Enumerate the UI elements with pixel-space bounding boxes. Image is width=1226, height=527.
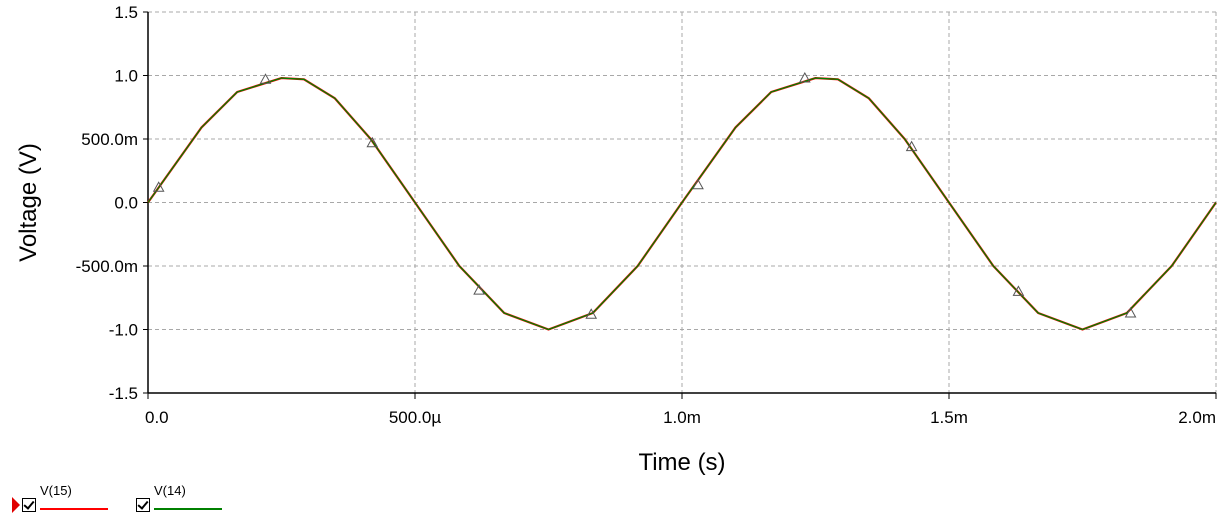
x-axis-label: Time (s) — [638, 449, 725, 476]
data-point-marker — [366, 136, 379, 148]
data-point-marker — [905, 140, 918, 152]
legend-label: V(15) — [40, 483, 72, 498]
data-point-marker — [585, 308, 598, 319]
legend-label: V(14) — [154, 483, 186, 498]
series-line-v14 — [147, 77, 1217, 331]
y-tick-label: -1.0 — [109, 321, 138, 340]
legend: V(15) V(14) — [12, 484, 222, 524]
x-tick-label: 0.0 — [145, 408, 169, 427]
y-tick-label: 500.0m — [81, 130, 138, 149]
y-tick-label: -1.5 — [109, 384, 138, 403]
x-tick-label: 1.5m — [930, 408, 968, 427]
data-point-marker — [798, 72, 811, 83]
y-tick-label: 0.0 — [114, 194, 138, 213]
data-point-marker — [259, 73, 272, 84]
checkbox-icon[interactable] — [136, 498, 150, 512]
legend-line-swatch — [154, 508, 222, 510]
x-tick-label: 500.0µ — [389, 408, 442, 427]
active-trace-marker-icon — [12, 497, 20, 513]
data-point-marker — [1124, 306, 1137, 318]
data-point-marker — [152, 181, 165, 192]
legend-item-v15[interactable]: V(15) — [12, 484, 108, 513]
data-point-marker — [473, 284, 485, 295]
y-axis-label: Voltage (V) — [15, 143, 42, 262]
legend-item-v14[interactable]: V(14) — [136, 484, 222, 512]
x-tick-label: 2.0m — [1178, 408, 1216, 427]
data-point-marker — [692, 178, 704, 190]
legend-line-swatch — [40, 508, 108, 510]
checkbox-icon[interactable] — [22, 498, 36, 512]
y-tick-label: 1.5 — [114, 3, 138, 22]
y-tick-label: -500.0m — [76, 257, 138, 276]
x-tick-label: 1.0m — [663, 408, 701, 427]
y-tick-label: 1.0 — [114, 67, 138, 86]
data-point-marker — [1012, 285, 1025, 296]
series-line-v15 — [147, 76, 1217, 331]
